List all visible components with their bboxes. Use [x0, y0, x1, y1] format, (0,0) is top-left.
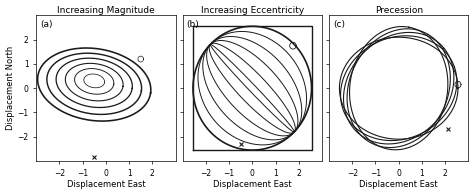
Title: Increasing Magnitude: Increasing Magnitude [57, 5, 155, 15]
X-axis label: Displacement East: Displacement East [66, 180, 145, 190]
Y-axis label: Displacement North: Displacement North [6, 46, 15, 130]
Title: Increasing Eccentricity: Increasing Eccentricity [201, 5, 304, 15]
Text: (a): (a) [40, 20, 53, 29]
Text: (b): (b) [187, 20, 200, 29]
Title: Precession: Precession [374, 5, 423, 15]
X-axis label: Displacement East: Displacement East [213, 180, 292, 190]
X-axis label: Displacement East: Displacement East [359, 180, 438, 190]
Text: (c): (c) [333, 20, 345, 29]
